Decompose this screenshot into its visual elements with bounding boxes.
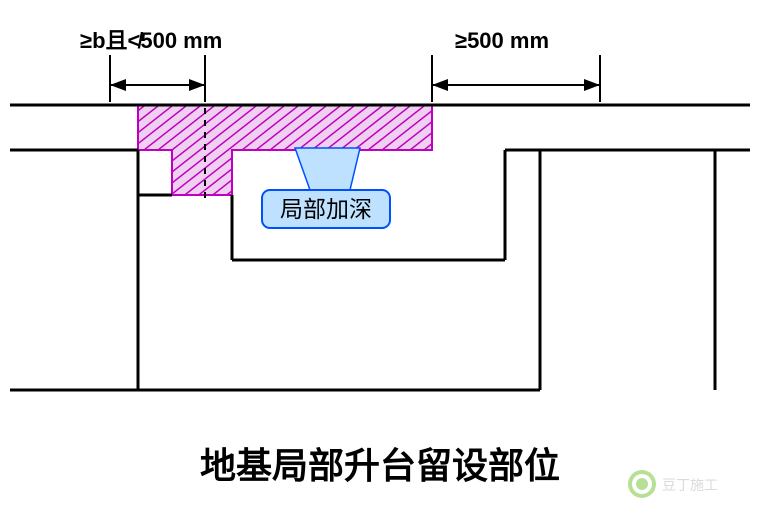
dimension-left-label: ≥b且≮500 mm [80,28,222,53]
watermark: 豆丁施工 [628,470,718,498]
dimension-right-label: ≥500 mm [455,28,549,53]
watermark-text: 豆丁施工 [662,477,718,493]
callout-deepen: 局部加深 [262,148,390,228]
diagram-title: 地基局部升台留设部位 [200,445,560,486]
dimension-left: ≥b且≮500 mm [80,28,222,102]
callout-label: 局部加深 [280,197,372,222]
dimension-right: ≥500 mm [432,28,600,102]
